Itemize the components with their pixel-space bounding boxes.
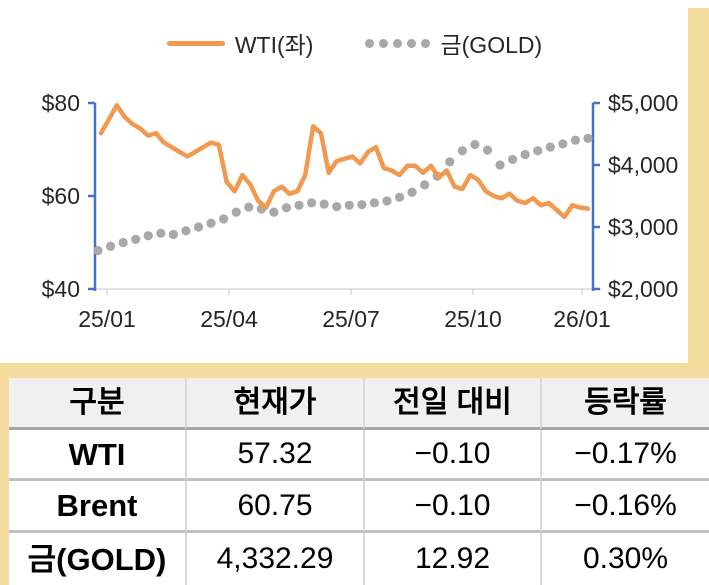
table-cell-gold-price: 4,332.29	[185, 533, 363, 585]
legend-label-gold: 금(GOLD)	[440, 32, 543, 58]
gold-series-dot	[93, 245, 103, 256]
gold-series-dot	[583, 133, 593, 143]
right-axis-label: $5,000	[608, 90, 678, 116]
x-axis-label: 25/07	[322, 306, 380, 332]
table-header-price: 현재가	[185, 378, 363, 430]
gold-series-dot	[394, 192, 405, 202]
gold-series-dot	[319, 199, 329, 209]
gold-series-dot	[407, 187, 417, 197]
gold-series-dot	[193, 222, 204, 232]
table-cell-gold-pct: 0.30%	[540, 533, 709, 585]
gold-series-dot	[508, 154, 518, 165]
table-cell-gold-change: 12.92	[363, 533, 540, 585]
left-axis-label: $80	[42, 90, 80, 116]
gold-series-dot	[369, 198, 380, 208]
gold-series-dot	[181, 226, 191, 236]
background-accent-band	[8, 363, 709, 378]
wti-series-line	[98, 103, 591, 220]
gold-series-dot	[382, 196, 392, 206]
gold-dots-swatch-icon	[365, 38, 431, 48]
gold-series-dot	[105, 241, 116, 251]
legend-item-gold: 금(GOLD)	[365, 26, 542, 60]
price-table: 구분 현재가 전일 대비 등락률 WTI 57.32 −0.10 −0.17% …	[9, 378, 709, 585]
gold-series-dot	[420, 180, 430, 190]
gold-series-dot	[306, 198, 317, 208]
price-chart: 25/01 25/04 25/07 25/10 26/01 $80 $60 $40 $5,000…	[42, 90, 679, 332]
gold-series-dot	[231, 207, 241, 217]
legend-item-wti: WTI(좌)	[166, 26, 314, 60]
table-cell-wti-change: −0.10	[363, 430, 540, 481]
table-header-change: 전일 대비	[363, 378, 540, 430]
gold-series-dot	[357, 200, 367, 210]
gold-series-dot	[533, 146, 543, 156]
gold-series-dot	[131, 234, 141, 244]
gold-series-dot	[143, 231, 153, 241]
table-cell-brent-price: 60.75	[185, 481, 363, 533]
gold-series-dot	[269, 207, 279, 217]
gold-series-dot	[482, 145, 493, 155]
gold-series-dot	[156, 228, 166, 238]
gold-series-dot	[206, 218, 216, 228]
gold-series-dot	[570, 135, 581, 145]
table-cell-wti-label: WTI	[9, 430, 185, 481]
gold-series-dot	[520, 149, 530, 160]
table-cell-wti-pct: −0.17%	[540, 430, 709, 481]
legend-label-wti: WTI(좌)	[234, 32, 314, 58]
x-axis-label: 25/01	[78, 306, 136, 332]
gold-series-dot	[244, 202, 254, 212]
gold-series-dot	[558, 139, 568, 149]
gold-series-dot	[118, 237, 128, 248]
chart-legend: WTI(좌) 금(GOLD)	[0, 26, 709, 60]
x-axis-label: 25/10	[444, 306, 502, 332]
x-axis-label: 26/01	[553, 306, 611, 332]
table-header-category: 구분	[9, 378, 185, 430]
left-axis-label: $40	[42, 276, 80, 302]
gold-series-dot	[344, 200, 354, 210]
gold-series-dot	[168, 229, 178, 240]
gold-series-dot	[457, 146, 467, 156]
table-cell-brent-change: −0.10	[363, 481, 540, 533]
right-axis-label: $2,000	[608, 276, 678, 302]
gold-series-dot	[445, 157, 455, 167]
table-cell-brent-label: Brent	[9, 481, 185, 533]
gold-series-dot	[281, 203, 292, 213]
background-accent-left	[0, 363, 9, 585]
right-axis-label: $4,000	[608, 152, 678, 178]
table-cell-gold-label: 금(GOLD)	[9, 533, 185, 585]
background-accent-right	[688, 8, 709, 378]
table-cell-wti-price: 57.32	[185, 430, 363, 481]
gold-series-dot	[332, 201, 342, 212]
left-axis-label: $60	[42, 183, 80, 209]
wti-line-swatch-icon	[166, 40, 225, 46]
gold-series-dot	[545, 142, 555, 152]
x-axis-label: 25/04	[200, 306, 258, 332]
table-header-pct: 등락률	[540, 378, 709, 430]
table-cell-brent-pct: −0.16%	[540, 481, 709, 533]
gold-series-dot	[219, 214, 229, 224]
right-axis-label: $3,000	[608, 214, 678, 240]
gold-series-dot	[470, 139, 480, 150]
gold-series-dot	[294, 200, 304, 210]
gold-series-dot	[495, 160, 505, 170]
